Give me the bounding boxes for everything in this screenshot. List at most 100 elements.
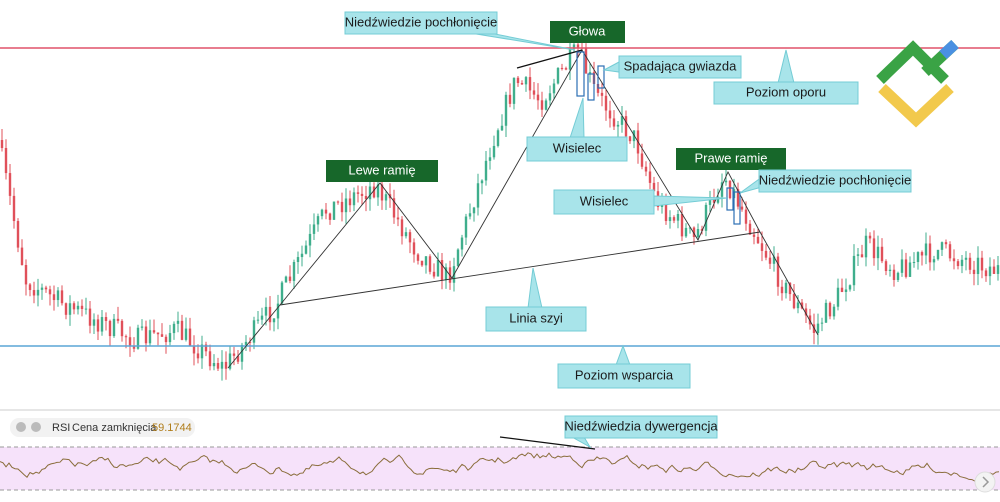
candle-body <box>668 217 672 222</box>
callout-text: Poziom oporu <box>746 84 826 99</box>
candle-body <box>956 261 960 267</box>
candle-body <box>288 276 292 281</box>
candle-body <box>764 250 768 258</box>
candle-body <box>844 289 848 292</box>
candle-body <box>468 213 472 217</box>
candle-body <box>328 213 332 220</box>
candle-body <box>264 306 268 316</box>
candle-body <box>924 243 928 256</box>
candle-body <box>908 262 912 277</box>
candle-body <box>948 244 952 259</box>
indicator-value: 59.1744 <box>152 422 192 434</box>
candle-body <box>384 194 388 201</box>
candle-body <box>476 183 480 208</box>
candle-body <box>760 243 764 251</box>
candle-body <box>940 242 944 250</box>
candle-body <box>864 235 868 258</box>
candle-body <box>232 353 236 356</box>
candle-body <box>912 262 916 264</box>
candle-body <box>868 235 872 239</box>
candle-body <box>996 265 1000 274</box>
candle-body <box>396 217 400 220</box>
candle-body <box>92 319 96 326</box>
candle-body <box>848 285 852 290</box>
close-icon[interactable] <box>16 422 26 432</box>
candle-body <box>156 332 160 335</box>
candle-body <box>688 227 692 229</box>
scroll-arrow <box>982 476 990 488</box>
candle-body <box>176 320 180 324</box>
pointer <box>777 49 795 84</box>
top-trend-line <box>516 49 583 69</box>
candle-body <box>272 318 276 323</box>
candle-body <box>268 306 272 323</box>
candle-body <box>968 257 972 270</box>
candle-body <box>796 302 800 309</box>
candle-body <box>184 328 188 340</box>
callout-box <box>713 81 859 105</box>
candle-body <box>976 257 980 275</box>
candle-body <box>88 308 92 326</box>
candle-body <box>128 337 132 347</box>
candle-body <box>964 257 968 260</box>
candle-body <box>724 180 728 183</box>
candle-body <box>188 328 192 346</box>
candle-body <box>16 221 20 248</box>
candle-body <box>584 48 588 74</box>
candle-body <box>652 182 656 192</box>
candle-body <box>356 192 360 194</box>
candle-body <box>568 48 572 70</box>
candle-body <box>308 233 312 246</box>
candle-body <box>8 173 12 196</box>
candle-body <box>340 201 344 213</box>
candle-body <box>480 180 484 184</box>
indicator-label: Cena zamknięcia <box>72 422 157 434</box>
highlight <box>576 51 585 97</box>
scroll-button[interactable] <box>974 471 996 493</box>
candle-body <box>716 196 720 203</box>
candle-body <box>532 90 536 95</box>
label-text: Lewe ramię <box>348 162 415 177</box>
candle-body <box>100 317 104 332</box>
candle-body <box>768 257 772 264</box>
candle-body <box>136 327 140 349</box>
candle-body <box>224 361 228 369</box>
candle-body <box>152 330 156 333</box>
candle-body <box>392 198 396 218</box>
callout-box <box>553 189 655 215</box>
candle-body <box>944 242 948 245</box>
candle-body <box>704 204 708 231</box>
candle-body <box>20 247 24 265</box>
settings-icon[interactable] <box>31 422 41 432</box>
candle-body <box>828 302 832 317</box>
candle-body <box>512 77 516 104</box>
candle-body <box>628 136 632 142</box>
candle-body <box>488 157 492 161</box>
candle-body <box>896 272 900 280</box>
candle-body <box>260 315 264 320</box>
candle-body <box>216 362 220 369</box>
candle-body <box>276 303 280 319</box>
candle-body <box>148 330 152 344</box>
candle-body <box>76 305 80 310</box>
candle-body <box>200 344 204 359</box>
candle-body <box>728 180 732 199</box>
candle-body <box>780 286 784 294</box>
candle-body <box>352 192 356 206</box>
candle-body <box>880 246 884 262</box>
candle-body <box>440 260 444 281</box>
candle-body <box>900 259 904 273</box>
candle-body <box>576 44 580 48</box>
label-box <box>676 148 786 170</box>
candle-body <box>536 94 540 101</box>
candle-body <box>816 323 820 333</box>
candle-body <box>564 68 568 70</box>
candle-body <box>116 318 120 321</box>
callout-text: Wisielec <box>580 193 629 208</box>
candle-body <box>364 195 368 200</box>
candle-body <box>984 270 988 277</box>
callout-text: Spadająca gwiazda <box>624 58 738 73</box>
candle-body <box>420 260 424 266</box>
candle-body <box>108 320 112 337</box>
